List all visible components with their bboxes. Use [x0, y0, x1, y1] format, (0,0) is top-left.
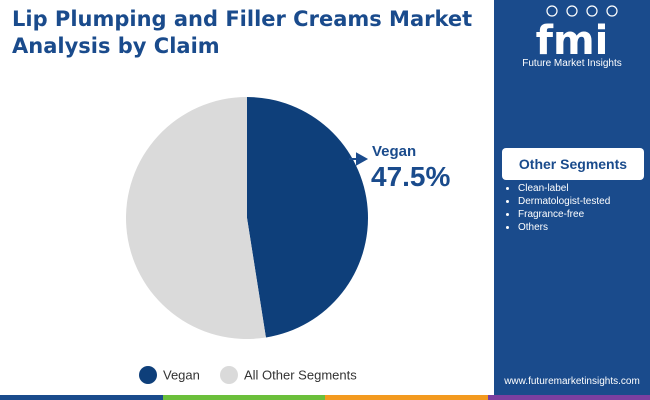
bottom-bar-segment [487, 395, 650, 400]
bottom-bar-segment [162, 395, 325, 400]
bottom-bar-segment [0, 395, 163, 400]
other-segments-list: Clean-labelDermatologist-testedFragrance… [500, 182, 610, 234]
page-title: Lip Plumping and Filler Creams Market An… [12, 7, 473, 58]
segment-item: Dermatologist-tested [518, 195, 610, 208]
legend-swatch [220, 366, 238, 384]
segment-item: Fragrance-free [518, 208, 610, 221]
legend-label: All Other Segments [244, 368, 357, 383]
fmi-logo: fmi [536, 5, 618, 64]
brand-name: Future Market Insights [522, 58, 622, 69]
pie-slice-all-other-segments [125, 97, 266, 340]
segment-item: Clean-label [518, 182, 610, 195]
segment-item: Others [518, 221, 610, 234]
bottom-bar-segment [325, 395, 488, 400]
annotation-arrow [349, 152, 369, 166]
sidebar: fmi Future Market Insights Other Segment… [494, 0, 650, 400]
legend-swatch [139, 366, 157, 384]
annotation-value: 47.5% [371, 161, 450, 192]
logo-wordmark: fmi [536, 18, 609, 64]
bottom-color-bar [0, 395, 650, 400]
annotation-label: Vegan [372, 143, 416, 160]
legend-label: Vegan [163, 368, 200, 383]
other-segments-title: Other Segments [502, 148, 644, 180]
pie-slice-vegan [247, 97, 368, 338]
website-url[interactable]: www.futuremarketinsights.com [504, 376, 640, 387]
